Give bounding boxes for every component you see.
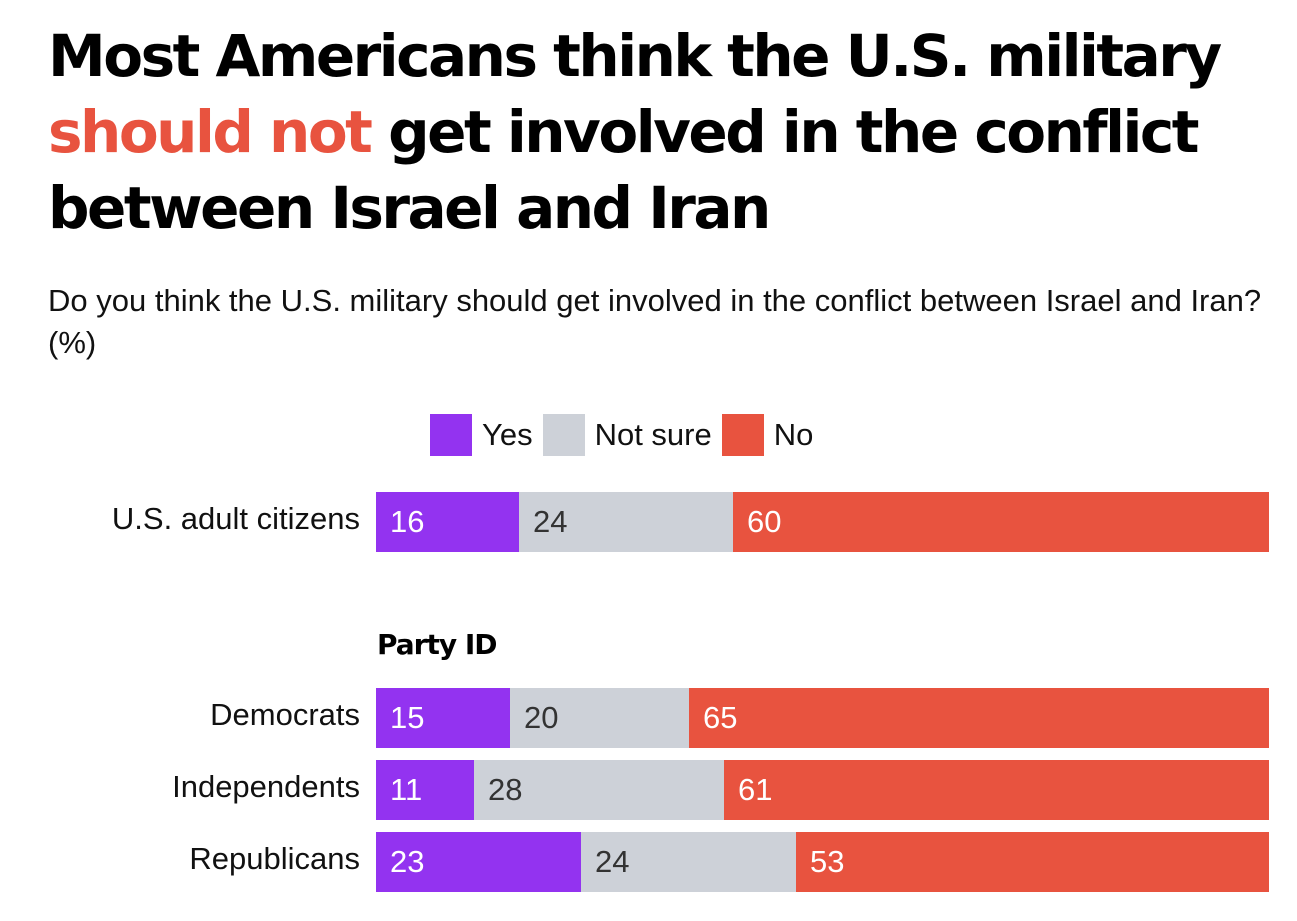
data-label-no: 60: [747, 504, 782, 539]
bar-segment-not-sure: 24: [581, 832, 796, 892]
data-label-yes: 16: [390, 504, 425, 539]
data-label-yes: 11: [390, 772, 423, 807]
data-label-no: 61: [738, 772, 773, 807]
legend-label-no: No: [773, 417, 814, 452]
row-label-republicans: Republicans: [189, 841, 360, 876]
row-label-democrats: Democrats: [210, 697, 360, 732]
row-label-us-adults: U.S. adult citizens: [111, 501, 360, 536]
data-label-yes: 23: [390, 844, 425, 879]
chart-subtitle: Do you think the U.S. military should ge…: [48, 283, 1262, 360]
data-label-no: 65: [703, 700, 738, 735]
chart-title: Most Americans think the U.S. military s…: [48, 18, 1278, 246]
bar-segment-no: 65: [689, 688, 1269, 748]
legend-item-yes: Yes: [430, 414, 533, 456]
bar-row-independents: 11 28 61: [376, 760, 1269, 820]
group-label-party-id: Party ID: [377, 628, 498, 661]
data-label-not-sure: 20: [524, 700, 559, 735]
data-label-yes: 15: [390, 700, 425, 735]
bar-segment-no: 53: [796, 832, 1269, 892]
title-part-2: get involved in the conflict between Isr…: [48, 98, 1199, 242]
bar-segment-not-sure: 20: [510, 688, 689, 748]
legend-swatch-yes: [430, 414, 472, 456]
bar-row-democrats: 15 20 65: [376, 688, 1269, 748]
legend-label-not-sure: Not sure: [594, 417, 712, 452]
data-label-not-sure: 24: [533, 504, 568, 539]
row-label-independents: Independents: [172, 769, 360, 804]
legend-swatch-no: [721, 414, 764, 456]
bar-segment-not-sure: 28: [474, 760, 724, 820]
title-part-1: Most Americans think the U.S. military: [48, 22, 1222, 90]
data-label-no: 53: [810, 844, 845, 879]
bar-segment-no: 60: [733, 492, 1269, 552]
legend-item-no: No: [721, 414, 814, 456]
data-label-not-sure: 28: [488, 772, 523, 807]
bar-segment-not-sure: 24: [519, 492, 733, 552]
bar-row-us-adults: 16 24 60: [376, 492, 1269, 552]
bar-row-republicans: 23 24 53: [376, 832, 1269, 892]
title-highlight: should not: [48, 98, 373, 166]
legend: Yes Not sure No: [430, 414, 823, 456]
bar-segment-no: 61: [724, 760, 1269, 820]
bar-segment-yes: 11: [376, 760, 474, 820]
data-label-not-sure: 24: [595, 844, 630, 879]
legend-label-yes: Yes: [482, 417, 533, 452]
legend-swatch-not-sure: [542, 414, 585, 456]
legend-item-not-sure: Not sure: [542, 414, 712, 456]
bar-segment-yes: 16: [376, 492, 519, 552]
bar-segment-yes: 23: [376, 832, 581, 892]
bar-segment-yes: 15: [376, 688, 510, 748]
